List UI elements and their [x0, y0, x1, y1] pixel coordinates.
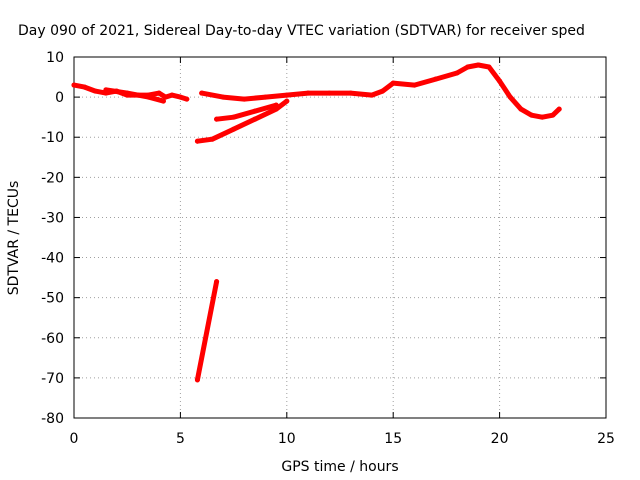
- data-point: [169, 92, 175, 98]
- y-tick-label: 10: [46, 50, 64, 66]
- data-point: [252, 108, 258, 114]
- y-tick-label: -50: [41, 291, 64, 307]
- data-point: [486, 64, 492, 70]
- data-point: [231, 126, 237, 132]
- data-point: [163, 94, 169, 100]
- y-tick-label: -40: [41, 251, 64, 267]
- x-tick-label: 0: [70, 431, 79, 447]
- x-tick-label: 15: [384, 431, 402, 447]
- data-point: [326, 90, 332, 96]
- data-point: [284, 92, 290, 98]
- data-point: [380, 88, 386, 94]
- data-point: [433, 76, 439, 82]
- data-point: [518, 106, 524, 112]
- y-tick-label: -10: [41, 130, 64, 146]
- data-point: [209, 136, 215, 142]
- data-point: [214, 116, 220, 122]
- x-axis-label: GPS time / hours: [281, 459, 398, 475]
- tick-layer: 0 5 10 15 20 25 10 0 -10 -20 -30 -40 -50 -60 -70 -80: [41, 50, 615, 447]
- data-point: [145, 94, 151, 100]
- data-point: [252, 116, 258, 122]
- data-point: [507, 94, 513, 100]
- y-tick-label: -70: [41, 371, 64, 387]
- data-point: [348, 90, 354, 96]
- series-line-2: [103, 87, 166, 104]
- data-point: [156, 90, 162, 96]
- data-point: [454, 70, 460, 76]
- data-point: [214, 279, 220, 285]
- data-point: [305, 90, 311, 96]
- series-line-5: [214, 102, 279, 122]
- series-line-6: [194, 279, 220, 383]
- data-point: [284, 98, 290, 104]
- data-point: [231, 114, 237, 120]
- x-tick-label: 10: [278, 431, 296, 447]
- data-point: [475, 62, 481, 68]
- x-tick-label: 25: [597, 431, 615, 447]
- data-point: [92, 88, 98, 94]
- x-tick-label: 5: [176, 431, 185, 447]
- data-point: [194, 138, 200, 144]
- data-point: [529, 112, 535, 118]
- y-tick-label: -20: [41, 170, 64, 186]
- data-point: [220, 94, 226, 100]
- data-point: [497, 78, 503, 84]
- data-point: [556, 106, 562, 112]
- data-point: [184, 96, 190, 102]
- x-tick-label: 20: [491, 431, 509, 447]
- series-layer: [71, 62, 562, 383]
- data-point: [550, 112, 556, 118]
- data-point: [160, 98, 166, 104]
- chart-title: Day 090 of 2021, Sidereal Day-to-day VTE…: [18, 23, 585, 39]
- data-point: [263, 94, 269, 100]
- data-point: [124, 90, 130, 96]
- data-point: [390, 80, 396, 86]
- data-point: [411, 82, 417, 88]
- data-point: [369, 92, 375, 98]
- plot-frame: [73, 56, 607, 419]
- data-point: [82, 84, 88, 90]
- y-tick-label: 0: [55, 90, 64, 106]
- data-point: [103, 87, 109, 93]
- y-tick-label: -30: [41, 210, 64, 226]
- data-point: [273, 102, 279, 108]
- data-point: [71, 82, 77, 88]
- y-axis-label: SDTVAR / TECUs: [6, 181, 22, 296]
- data-point: [241, 96, 247, 102]
- data-point: [465, 64, 471, 70]
- data-point: [194, 377, 200, 383]
- y-tick-label: -60: [41, 331, 64, 347]
- data-point: [539, 114, 545, 120]
- data-point: [177, 94, 183, 100]
- y-tick-label: -80: [41, 411, 64, 427]
- data-point: [199, 90, 205, 96]
